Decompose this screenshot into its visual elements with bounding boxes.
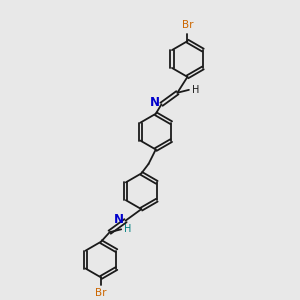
- Text: H: H: [192, 85, 199, 95]
- Text: Br: Br: [182, 20, 193, 30]
- Text: Br: Br: [95, 288, 107, 298]
- Text: N: N: [150, 96, 160, 109]
- Text: N: N: [114, 213, 124, 226]
- Text: H: H: [124, 224, 131, 234]
